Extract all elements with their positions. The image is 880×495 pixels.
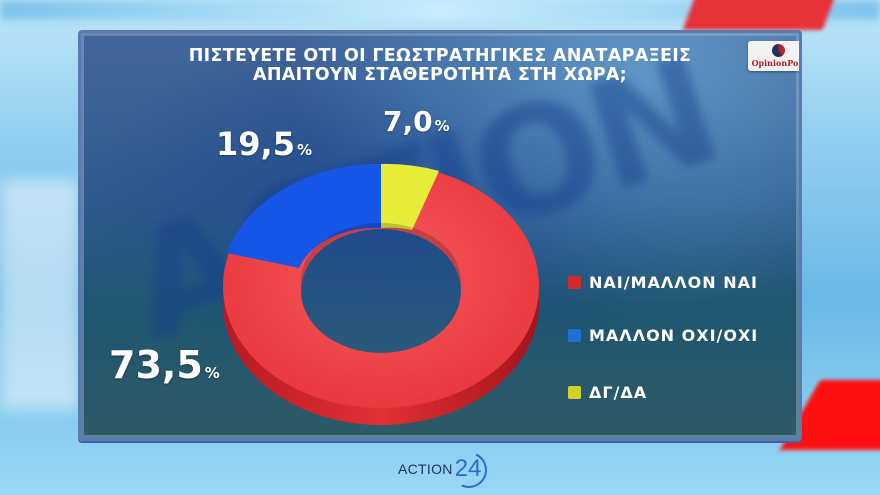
donut-chart-svg [223, 163, 539, 425]
percent-sign: % [296, 141, 312, 159]
opinionpoll-logo-text: OpinionPoll [751, 58, 802, 68]
action24-logo-text: ACTION [398, 461, 453, 477]
legend-item-dk: ΔΓ/ΔΑ [568, 383, 647, 402]
action24-number: 24 [454, 455, 482, 482]
legend-item-no: ΜΑΛΛΟΝ ΟΧΙ/ΟΧΙ [568, 326, 758, 345]
slice-dk [381, 163, 439, 230]
donut-hole [301, 229, 461, 353]
chart-panel: ACTION ΠΙΣΤΕΥΕΤΕ ΟΤΙ ΟΙ ΓΕΩΣΤΡΑΤΗΓΙΚΕΣ Α… [78, 30, 802, 441]
legend-label: ΔΓ/ΔΑ [589, 383, 648, 402]
legend-item-yes: ΝΑΙ/ΜΑΛΛΟΝ ΝΑΙ [568, 273, 758, 292]
legend-label: ΝΑΙ/ΜΑΛΛΟΝ ΝΑΙ [589, 273, 758, 292]
background-glow [0, 180, 80, 410]
action24-logo-number: 24 [445, 446, 492, 494]
legend-swatch-red [568, 276, 581, 289]
opinionpoll-logo: OpinionPoll [748, 41, 802, 71]
value-label-dk: 7,0% [383, 105, 450, 138]
legend-label: ΜΑΛΛΟΝ ΟΧΙ/ΟΧΙ [589, 326, 759, 345]
slice-no [227, 163, 381, 268]
action24-logo: ACTION 24 [398, 446, 492, 494]
chart-title: ΠΙΣΤΕΥΕΤΕ ΟΤΙ ΟΙ ΓΕΩΣΤΡΑΤΗΓΙΚΕΣ ΑΝΑΤΑΡΑΞ… [81, 47, 799, 85]
legend-swatch-yellow [568, 386, 581, 399]
background-band [0, 0, 880, 20]
background-red-shape [682, 0, 838, 30]
donut-chart [216, 141, 556, 431]
opinionpoll-circle-icon [772, 44, 785, 57]
value-label-no: 19,5% [216, 125, 312, 163]
value-label-yes: 73,5% [109, 343, 220, 387]
value-dk: 7,0 [383, 105, 433, 138]
percent-sign: % [434, 117, 450, 135]
action24-arc-icon [445, 446, 492, 494]
title-line-2: ΑΠΑΙΤΟΥΝ ΣΤΑΘΕΡΟΤΗΤΑ ΣΤΗ ΧΩΡΑ; [253, 65, 627, 85]
percent-sign: % [204, 364, 220, 382]
legend-swatch-blue [568, 329, 581, 342]
value-no: 19,5 [216, 125, 295, 163]
title-line-1: ΠΙΣΤΕΥΕΤΕ ΟΤΙ ΟΙ ΓΕΩΣΤΡΑΤΗΓΙΚΕΣ ΑΝΑΤΑΡΑΞ… [188, 46, 692, 66]
value-yes: 73,5 [109, 343, 203, 387]
